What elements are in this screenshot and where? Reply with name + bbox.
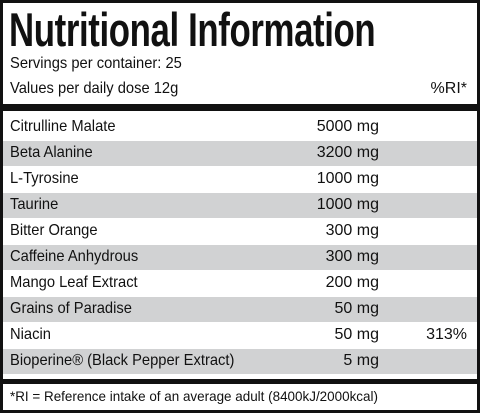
footnote: *RI = Reference intake of an average adu… <box>10 388 378 404</box>
title: Nutritional Information <box>9 3 376 56</box>
ingredient-name: Citrulline Malate <box>10 118 116 135</box>
ingredient-ri: 313% <box>426 326 467 343</box>
ingredient-amount: 300 mg <box>325 248 379 265</box>
ingredient-amount: 200 mg <box>325 274 379 291</box>
ingredient-name: Beta Alanine <box>10 144 93 161</box>
ingredient-name: L-Tyrosine <box>10 170 79 187</box>
ingredient-amount: 5000 mg <box>316 118 379 135</box>
table-row: Grains of Paradise 50 mg <box>3 297 477 323</box>
table-row: Bitter Orange 300 mg <box>3 219 477 245</box>
table-row: Niacin 50 mg 313% <box>3 323 477 349</box>
table-row: Citrulline Malate 5000 mg <box>3 115 477 141</box>
ingredient-name: Bitter Orange <box>10 222 98 239</box>
thick-rule <box>3 379 477 384</box>
ingredient-amount: 50 mg <box>334 326 379 343</box>
ingredient-amount: 1000 mg <box>316 170 379 187</box>
table-row: L-Tyrosine 1000 mg <box>3 167 477 193</box>
ingredient-name: Niacin <box>10 326 51 343</box>
table-row: Mango Leaf Extract 200 mg <box>3 271 477 297</box>
thick-rule <box>3 104 477 111</box>
ingredient-amount: 1000 mg <box>316 196 379 213</box>
ingredient-name: Mango Leaf Extract <box>10 274 138 291</box>
ingredient-amount: 5 mg <box>343 352 379 369</box>
table-row: Taurine 1000 mg <box>3 193 477 219</box>
ingredient-amount: 50 mg <box>334 300 379 317</box>
servings: Servings per container: 25 <box>10 55 182 72</box>
table-row: Beta Alanine 3200 mg <box>3 141 477 167</box>
ingredient-amount: 3200 mg <box>316 144 379 161</box>
rows: Citrulline Malate 5000 mg Beta Alanine 3200… <box>3 115 477 375</box>
ingredient-name: Caffeine Anhydrous <box>10 248 139 265</box>
dose: Values per daily dose 12g <box>10 80 179 97</box>
ingredient-amount: 300 mg <box>325 222 379 239</box>
ingredient-name: Taurine <box>10 196 59 213</box>
ingredient-name: Bioperine® (Black Pepper Extract) <box>10 352 235 369</box>
ri-header: %RI* <box>430 80 467 97</box>
table-row: Caffeine Anhydrous 300 mg <box>3 245 477 271</box>
ingredient-name: Grains of Paradise <box>10 300 132 317</box>
table-row: Bioperine® (Black Pepper Extract) 5 mg <box>3 349 477 375</box>
